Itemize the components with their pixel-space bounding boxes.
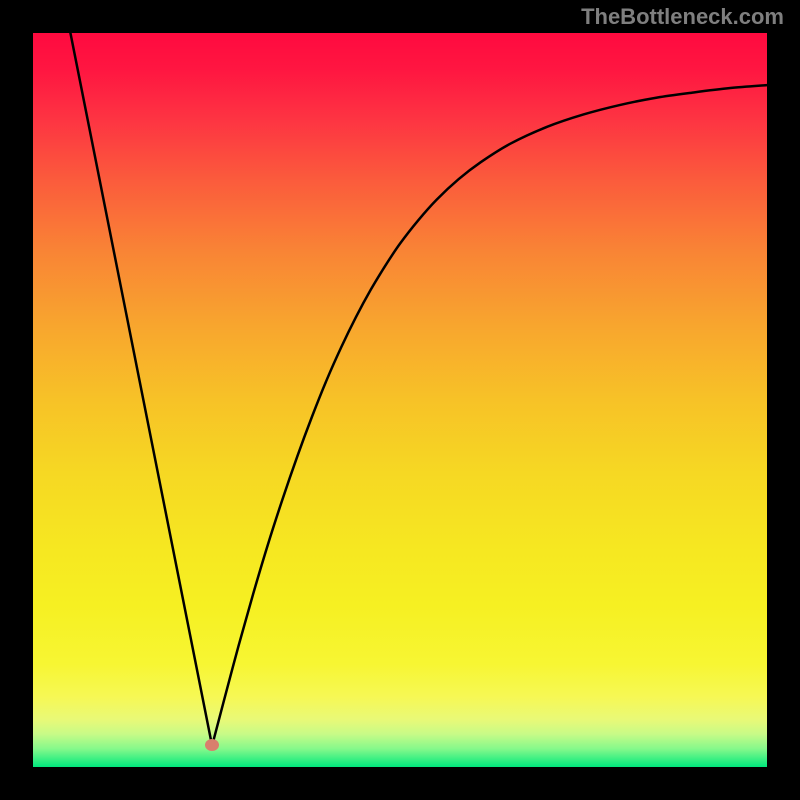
bottleneck-curve <box>70 33 767 746</box>
frame-bottom <box>0 767 800 800</box>
chart-root: TheBottleneck.com <box>0 0 800 800</box>
watermark-label: TheBottleneck.com <box>581 4 784 30</box>
plot-area <box>33 33 767 767</box>
curve-layer <box>33 33 767 767</box>
vertex-marker <box>205 739 219 751</box>
frame-right <box>767 0 800 800</box>
frame-left <box>0 0 33 800</box>
